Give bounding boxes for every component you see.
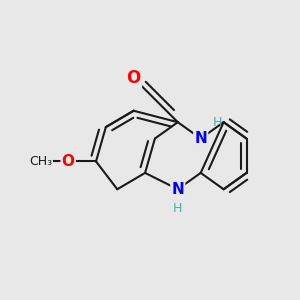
Text: N: N <box>194 131 207 146</box>
Text: O: O <box>62 154 75 169</box>
Text: N: N <box>171 182 184 197</box>
Text: O: O <box>127 69 141 87</box>
Text: H: H <box>173 202 182 215</box>
Text: H: H <box>212 116 222 129</box>
Text: CH₃: CH₃ <box>29 155 52 168</box>
